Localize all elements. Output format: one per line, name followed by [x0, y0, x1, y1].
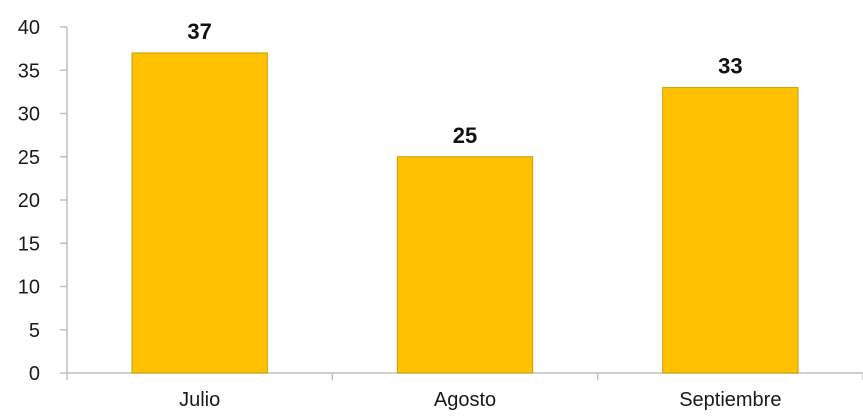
y-tick-label: 0 — [29, 363, 40, 385]
x-tick-label-septiembre: Septiembre — [679, 389, 781, 411]
bar-septiembre — [662, 87, 799, 374]
bar-agosto — [396, 156, 534, 374]
y-axis: 0 5 10 15 20 25 30 35 40 — [18, 17, 68, 385]
x-axis: Julio Agosto Septiembre — [66, 372, 863, 411]
y-tick-label: 30 — [18, 104, 40, 126]
y-tick-label: 25 — [18, 147, 40, 169]
y-tick-label: 5 — [29, 320, 40, 342]
data-label-agosto: 25 — [453, 123, 477, 148]
x-tick-label-julio: Julio — [179, 389, 220, 411]
bar-julio — [131, 52, 268, 374]
y-tick-label: 15 — [18, 233, 40, 255]
y-tick-label: 40 — [18, 17, 40, 39]
bars — [131, 52, 799, 374]
data-labels: 37 25 33 — [187, 19, 742, 148]
data-label-septiembre: 33 — [718, 54, 742, 79]
y-tick-label: 10 — [18, 277, 40, 299]
x-tick-label-agosto: Agosto — [434, 389, 496, 411]
data-label-julio: 37 — [187, 19, 211, 44]
y-tick-label: 35 — [18, 60, 40, 82]
y-tick-label: 20 — [18, 190, 40, 212]
